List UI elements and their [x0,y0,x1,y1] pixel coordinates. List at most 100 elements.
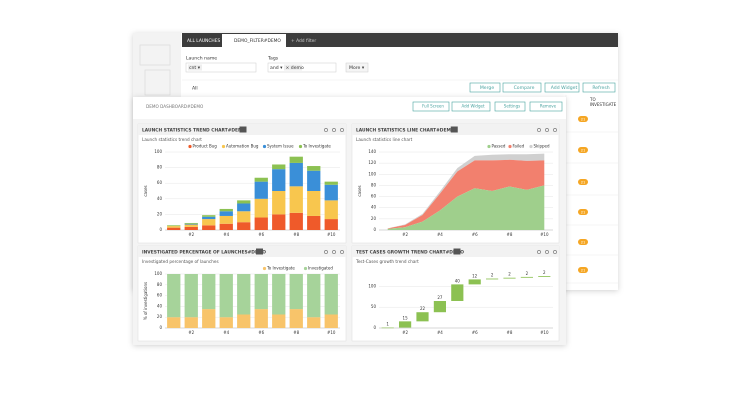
x-tick-label: #8 [293,330,299,335]
more[interactable]: More ▾ [349,65,365,71]
x-tick-label: #2 [188,330,194,335]
widget: INVESTIGATED PERCENTAGE OF LAUNCHES#DEMO… [137,245,347,342]
button-label[interactable]: Refresh [592,85,609,91]
label: Launch name [186,56,217,62]
bar-segment [254,309,268,328]
x-tick-label: #4 [437,330,443,335]
button-label[interactable]: Full Screen [422,104,444,109]
widget-icon [239,126,247,133]
legend-swatch [298,144,303,149]
bar-segment [307,274,321,318]
tab[interactable]: + Add filter [291,38,316,44]
more-button[interactable] [345,62,369,73]
bar-segment [254,274,268,310]
investigate-column: 21 21 21 21 21 21 [566,116,618,284]
active-tab[interactable] [222,34,286,47]
waterfall-bar [433,301,446,313]
button[interactable] [502,82,542,93]
bar-segment [167,227,181,230]
widget-control[interactable] [332,250,336,254]
bar-segment [184,317,198,328]
x-tick-label: #10 [540,232,549,237]
bar-segment [237,211,251,223]
bar-segment [219,317,233,328]
button[interactable] [451,101,491,112]
tag[interactable]: × demo [286,65,305,71]
x-tick-label: #10 [327,330,336,335]
legend-label: Automation Bug [226,144,259,149]
button-label[interactable]: Add Widget [461,104,485,109]
x-tick-label: #2 [188,232,194,237]
widget-control[interactable] [545,250,549,254]
waterfall-bar [486,278,499,280]
badge [578,209,588,215]
bar-segment [289,162,303,187]
widget-control[interactable] [324,250,328,254]
bar-segment [324,274,338,315]
button-label[interactable]: Settings [504,104,520,109]
badge-count: 21 [581,210,586,214]
waterfall-bar [399,321,412,328]
x-tick-label: #6 [258,232,264,237]
bar-segment [237,200,251,204]
x-tick-label: #4 [223,330,229,335]
sidebar [133,33,181,103]
y-tick-label: 0 [373,325,376,330]
bar-segment [202,215,216,217]
y-tick-label: 80 [157,282,163,287]
bar-segment [184,226,198,230]
tag-chip[interactable] [284,64,302,71]
select-value[interactable]: cnt ▾ [189,65,201,71]
widget-control[interactable] [332,128,336,132]
tab[interactable]: DEMO_FILTER#DEMO [234,38,281,44]
widget-control[interactable] [553,128,557,132]
data-label: 22 [420,306,426,311]
badge [578,147,588,153]
widget-icon [256,248,263,255]
button[interactable] [582,82,616,93]
bar-segment [307,166,321,171]
widget-control[interactable] [340,250,344,254]
all[interactable]: All [192,86,198,92]
button-label[interactable]: Merge [480,85,495,91]
y-tick-label: 100 [154,149,162,154]
bar-segment [202,219,216,226]
tab[interactable]: ALL LAUNCHES [187,38,220,44]
widget-control[interactable] [324,128,328,132]
bar-segment [272,164,286,170]
y-tick-label: 120 [368,160,376,165]
badge [578,116,588,122]
select-value[interactable]: and ▾ [270,65,283,71]
y-axis-label: cases [143,185,148,196]
bar-segment [184,224,198,227]
x-tick-label: #4 [437,232,443,237]
widget: LAUNCH STATISTICS TREND CHART#DEMO Launch… [137,123,347,244]
button[interactable] [494,101,526,112]
button[interactable] [529,101,563,112]
x-tick-label: #8 [507,232,513,237]
button[interactable] [412,101,450,112]
widget-control[interactable] [537,128,541,132]
badge [578,239,588,245]
button-label[interactable]: Compare [514,85,535,91]
input[interactable] [185,62,257,73]
bar-segment [219,274,233,318]
widget-control[interactable] [340,128,344,132]
button[interactable] [469,82,501,93]
select[interactable] [188,64,202,71]
bar-segment [219,223,233,230]
y-tick-label: 80 [157,165,163,170]
bar-segment [202,225,216,230]
bar-segment [324,219,338,230]
button-label[interactable]: Add Widget [551,85,578,91]
y-tick-label: 0 [159,227,162,232]
legend-swatch [303,266,308,271]
widget-title: INVESTIGATED PERCENTAGE OF LAUNCHES#DEMO [142,250,266,256]
x-tick-label: #4 [223,232,229,237]
button-label[interactable]: Remove [540,104,557,109]
widget-control[interactable] [553,250,557,254]
widget-control[interactable] [537,250,541,254]
legend-swatch [262,144,267,149]
button[interactable] [544,82,580,93]
widget-control[interactable] [545,128,549,132]
